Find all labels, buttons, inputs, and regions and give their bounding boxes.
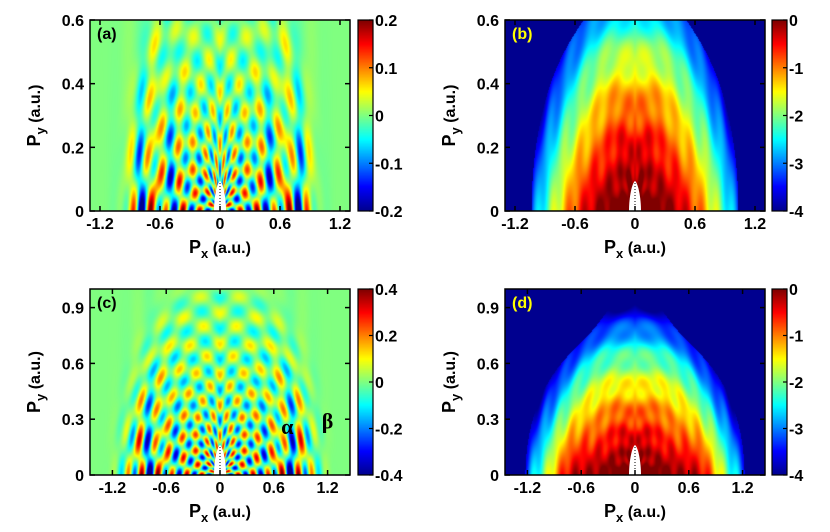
y-tick-label: 0.6 xyxy=(477,356,499,373)
y-tick-label: 0 xyxy=(75,204,84,221)
x-tick-label: 0.6 xyxy=(678,480,700,497)
x-tick-label: -1.2 xyxy=(514,480,542,497)
panel-tag: (d) xyxy=(512,295,532,312)
panel-a: -1.2 -0.6 0 0.6 1.2 0 0.2 0.4 0.6 Px (a.u.) Py (a.… xyxy=(24,13,403,261)
colorbar-tick-label: -3 xyxy=(789,156,803,173)
y-tick-label: 0 xyxy=(490,468,499,485)
y-tick-label: 0.3 xyxy=(62,412,84,429)
colorbar-tick-label: 0 xyxy=(789,13,798,30)
x-axis-label: Px (a.u.) xyxy=(189,501,251,525)
x-tick-label: 1.2 xyxy=(731,480,753,497)
x-tick-label: 0 xyxy=(631,480,640,497)
x-tick-label: 0.6 xyxy=(263,480,285,497)
y-tick-label: 0.6 xyxy=(62,13,84,30)
x-tick-label: 0.6 xyxy=(269,216,291,233)
x-tick-label: -1.2 xyxy=(86,216,114,233)
annotation-label: α xyxy=(281,414,294,439)
colorbar-tick-label: -0.2 xyxy=(375,204,403,221)
heatmap-image xyxy=(90,20,350,211)
x-tick-label: -0.6 xyxy=(146,216,174,233)
x-axis-label: Px (a.u.) xyxy=(189,237,251,261)
colorbar-tick-label: -1 xyxy=(789,61,803,78)
x-axis-label: Px (a.u.) xyxy=(604,237,666,261)
y-tick-label: 0.4 xyxy=(62,77,84,94)
x-tick-label: 0.6 xyxy=(684,216,706,233)
colorbar-tick-label: -2 xyxy=(789,375,803,392)
heatmap-image xyxy=(90,289,350,475)
heatmap-image xyxy=(505,20,765,211)
colorbar-tick-label: -2 xyxy=(789,109,803,126)
y-tick-label: 0.6 xyxy=(477,13,499,30)
panel-tag: (c) xyxy=(97,295,117,312)
x-axis-label: Px (a.u.) xyxy=(604,501,666,525)
x-tick-label: -0.6 xyxy=(561,216,589,233)
colorbar-tick-label: 0.2 xyxy=(375,329,397,346)
colorbar-tick-label: -1 xyxy=(789,329,803,346)
colorbar-tick-label: -0.4 xyxy=(375,468,403,485)
panel-tag: (a) xyxy=(97,26,117,43)
colorbar-tick-label: -3 xyxy=(789,422,803,439)
heatmap-image xyxy=(505,289,765,475)
colorbar-tick-label: -0.1 xyxy=(375,156,403,173)
y-tick-label: 0.9 xyxy=(62,301,84,318)
x-tick-label: -0.6 xyxy=(152,480,180,497)
panel-tag: (b) xyxy=(512,26,532,43)
panel-d: -1.2 -0.6 0 0.6 1.2 0 0.3 0.6 0.9 Px (a.u.) Py (a.… xyxy=(439,282,803,525)
panel-c: -1.2 -0.6 0 0.6 1.2 0 0.3 0.6 0.9 Px (a.u.) Py (a.… xyxy=(24,282,403,525)
annotation-label: β xyxy=(322,409,334,434)
y-tick-label: 0.3 xyxy=(477,412,499,429)
y-tick-label: 0.9 xyxy=(477,301,499,318)
y-axis-label: Py (a.u.) xyxy=(439,351,463,413)
colorbar-tick-label: 0.2 xyxy=(375,13,397,30)
x-tick-label: 1.2 xyxy=(316,480,338,497)
x-tick-label: 1.2 xyxy=(744,216,766,233)
x-tick-label: -1.2 xyxy=(501,216,529,233)
y-tick-label: 0.2 xyxy=(477,140,499,157)
colorbar-tick-label: -0.2 xyxy=(375,422,403,439)
panel-b: -1.2 -0.6 0 0.6 1.2 0 0.2 0.4 0.6 Px (a.u.) Py (a.… xyxy=(439,13,803,261)
x-tick-label: 1.2 xyxy=(329,216,351,233)
y-tick-label: 0.2 xyxy=(62,140,84,157)
x-tick-label: 0 xyxy=(631,216,640,233)
y-tick-label: 0 xyxy=(75,468,84,485)
colorbar-tick-label: 0.1 xyxy=(375,61,397,78)
colorbar-tick-label: -4 xyxy=(789,468,803,485)
y-tick-label: 0 xyxy=(490,204,499,221)
colorbar-tick-label: 0 xyxy=(375,375,384,392)
colorbar-tick-label: 0 xyxy=(789,282,798,299)
y-tick-label: 0.4 xyxy=(477,77,499,94)
x-tick-label: 0 xyxy=(216,216,225,233)
y-axis-label: Py (a.u.) xyxy=(439,85,463,147)
colorbar-tick-label: 0 xyxy=(375,109,384,126)
colorbar-tick-label: -4 xyxy=(789,204,803,221)
y-axis-label: Py (a.u.) xyxy=(24,85,48,147)
x-tick-label: 0 xyxy=(216,480,225,497)
y-tick-label: 0.6 xyxy=(62,356,84,373)
x-tick-label: -1.2 xyxy=(99,480,127,497)
x-tick-label: -0.6 xyxy=(567,480,595,497)
colorbar-tick-label: 0.4 xyxy=(375,282,397,299)
y-axis-label: Py (a.u.) xyxy=(24,351,48,413)
